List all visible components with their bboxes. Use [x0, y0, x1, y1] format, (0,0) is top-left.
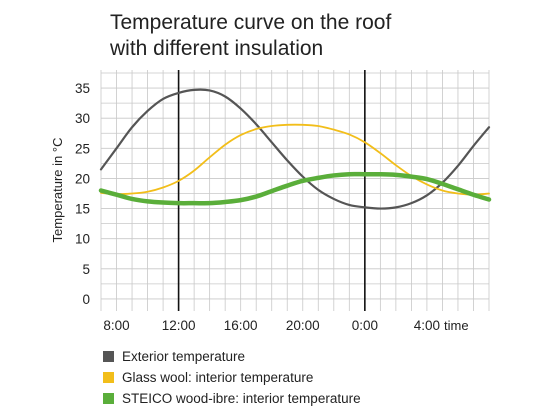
- chart-title-line-1: Temperature curve on the roof: [110, 11, 392, 34]
- legend-swatch-exterior: [103, 351, 114, 362]
- series-lines: [98, 88, 492, 210]
- x-tick-label: 16:00: [224, 318, 258, 333]
- legend-label-glass-wool: Glass wool: interior temperature: [122, 370, 314, 385]
- y-tick-label: 15: [75, 202, 90, 217]
- y-tick-label: 30: [75, 111, 90, 126]
- series-line-2: [98, 171, 492, 206]
- legend: Exterior temperature Glass wool: interio…: [103, 346, 533, 409]
- y-tick-label: 25: [75, 141, 90, 156]
- y-tick-label: 35: [75, 81, 90, 96]
- legend-item-exterior: Exterior temperature: [103, 346, 533, 367]
- x-tick-label: 20:00: [286, 318, 320, 333]
- legend-item-glass-wool: Glass wool: interior temperature: [103, 367, 533, 388]
- series-line-0: [99, 88, 491, 210]
- x-tick-label: 12:00: [162, 318, 196, 333]
- x-tick-label: 0:00: [352, 318, 378, 333]
- legend-swatch-steico: [103, 393, 114, 404]
- y-tick-label: 10: [75, 232, 90, 247]
- legend-label-steico: STEICO wood-ibre: interior temperature: [122, 391, 361, 406]
- time-marker-lines: [177, 70, 366, 311]
- y-tick-label: 20: [75, 171, 90, 186]
- y-tick-label: 0: [82, 292, 90, 307]
- legend-swatch-glass-wool: [103, 372, 114, 383]
- y-tick-label: 5: [82, 262, 90, 277]
- x-tick-labels: 8:00 12:00 16:00 20:00 0:00 4:00: [103, 318, 440, 333]
- legend-item-steico: STEICO wood-ibre: interior temperature: [103, 388, 533, 409]
- chart-title: Temperature curve on the roof with diffe…: [110, 10, 540, 62]
- series-line-1: [100, 123, 490, 196]
- x-tick-label: 4:00: [414, 318, 440, 333]
- y-tick-labels: 0 5 10 15 20 25 30 35: [75, 81, 90, 307]
- grid: [100, 70, 490, 311]
- x-axis-label: time: [444, 318, 469, 333]
- x-tick-label: 8:00: [103, 318, 129, 333]
- chart-title-line-2: with different insulation: [110, 37, 324, 60]
- legend-label-exterior: Exterior temperature: [122, 349, 246, 364]
- y-axis-label: Temperature in °C: [50, 138, 65, 243]
